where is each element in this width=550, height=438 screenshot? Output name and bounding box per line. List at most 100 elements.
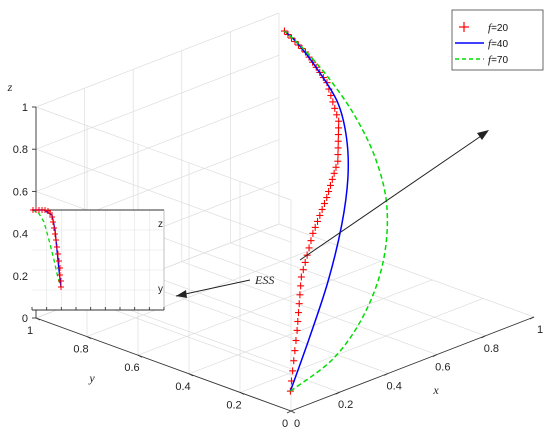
ess-arrow-to-inset (175, 279, 251, 297)
inset-y-label: y (158, 284, 163, 295)
inset-series-f20-marker (56, 258, 62, 264)
inset-series-f20-marker (57, 272, 63, 278)
series-f20-marker (334, 151, 342, 159)
ess-arrow-to-main (299, 133, 485, 261)
x-tick-label: 0.2 (338, 399, 353, 411)
series-f20-marker (299, 266, 307, 274)
series-f20-marker (333, 111, 341, 119)
series-f20-marker (297, 273, 305, 281)
series-f20-marker (325, 187, 333, 195)
y-tick-label: 0.4 (175, 381, 190, 393)
x-axis-label: x (432, 383, 439, 397)
ess-annotation: ESS (175, 130, 489, 298)
floor-gridline (181, 261, 437, 355)
sidewall-gridline (35, 106, 292, 201)
z-axis-label: z (7, 80, 13, 94)
floor-gridline (188, 279, 433, 375)
inset-series-f20-marker (58, 278, 64, 284)
y-axis-line (35, 317, 292, 412)
inset-series-f20-marker (58, 284, 64, 290)
series-f20-marker (305, 244, 313, 252)
backwall-gridline (35, 54, 280, 150)
series-f20-marker (293, 326, 301, 334)
y-tick-label: 0.2 (226, 399, 241, 411)
series-f20-marker (335, 124, 343, 132)
floor-gridline (133, 280, 389, 374)
series-f20-marker (289, 367, 297, 375)
y-tick-label: 0.6 (124, 362, 139, 374)
inset-series-f20-marker (51, 225, 57, 231)
x-tick-label: 0.6 (435, 362, 450, 374)
inset-series-f20-marker (50, 219, 56, 225)
series-f20-marker (316, 211, 324, 219)
y-tick-mark (86, 336, 92, 340)
legend-entry-f20: f=20 (459, 22, 508, 34)
series-f20-marker (327, 91, 335, 99)
floor-gridline (84, 298, 340, 393)
backwall-gridline (35, 97, 280, 192)
inset-series-f70 (31, 209, 62, 288)
axes-layer: 00.20.40.60.8100.20.40.60.8100.20.40.60.… (7, 80, 543, 430)
series-f70-line (283, 30, 389, 392)
series-f20-marker (292, 337, 300, 345)
z-tick-label: 0.2 (13, 271, 28, 283)
x-tick-mark (529, 316, 535, 320)
series-f20-marker (329, 98, 337, 106)
series-f20-marker (297, 282, 305, 290)
y-tick-mark (188, 373, 194, 377)
inset-series-f20-marker (54, 244, 60, 250)
series-f20-marker (295, 309, 303, 317)
series-f20-marker (309, 229, 317, 237)
series-f20-marker (291, 347, 299, 355)
z-tick-label: 0.8 (13, 144, 28, 156)
series-f20-marker (318, 205, 326, 213)
inset-background (32, 210, 164, 310)
series-f20-marker (334, 144, 342, 152)
inset-series-f20-marker (42, 207, 48, 213)
z-tick-label: 0.4 (13, 229, 28, 241)
series-f20-marker (334, 157, 342, 165)
sidewall-gridline (35, 148, 292, 243)
y-axis-label: y (88, 371, 95, 385)
z-tick-label: 1 (22, 102, 28, 114)
inset-series-f20-marker (47, 210, 53, 216)
z-tick-label: 0 (22, 313, 28, 325)
x-tick-label: 1 (537, 324, 543, 336)
inset-z-label: z (158, 219, 163, 230)
y-tick-mark (137, 354, 143, 358)
series-f20-marker (320, 200, 328, 208)
series-f20-marker (326, 181, 334, 189)
y-tick-mark (239, 391, 245, 395)
series-f20-marker (331, 104, 339, 112)
series-f20-marker (290, 357, 298, 365)
legend-entry-f40: f=40 (455, 38, 508, 50)
inset-series-f20-marker (49, 214, 55, 220)
series-f20-marker (334, 131, 342, 139)
backwall-gridline (35, 12, 280, 108)
series-f20-marker (296, 291, 304, 299)
ess-label: ESS (254, 273, 274, 287)
legend: f=20 f=40 f=70 (451, 9, 544, 71)
inset-series-f20-marker (52, 231, 58, 237)
z-tick-label: 0.6 (13, 186, 28, 198)
series-f20-marker (311, 223, 319, 231)
x-tick-label: 0 (294, 418, 300, 430)
ess-arrowhead-inset (176, 290, 187, 298)
series-f40-line (283, 30, 350, 392)
legend-entry-f70: f=70 (455, 54, 508, 66)
inset-series-f20-marker (53, 237, 59, 243)
x-tick-mark (335, 391, 340, 395)
series-f20-marker (330, 169, 338, 177)
floor-gridline (137, 260, 382, 356)
ess-arrowhead-main (477, 130, 489, 140)
x-tick-label: 0.4 (387, 380, 402, 392)
y-tick-mark (35, 317, 41, 321)
floor-gridline (230, 242, 486, 337)
y-tick-label: 0 (282, 418, 288, 430)
x-tick-mark (286, 410, 292, 414)
y-tick-label: 1 (27, 325, 33, 337)
legend-label-f20: f=20 (488, 22, 508, 34)
inset-series-f20-marker (55, 251, 61, 257)
series-f20-marker (334, 137, 342, 145)
